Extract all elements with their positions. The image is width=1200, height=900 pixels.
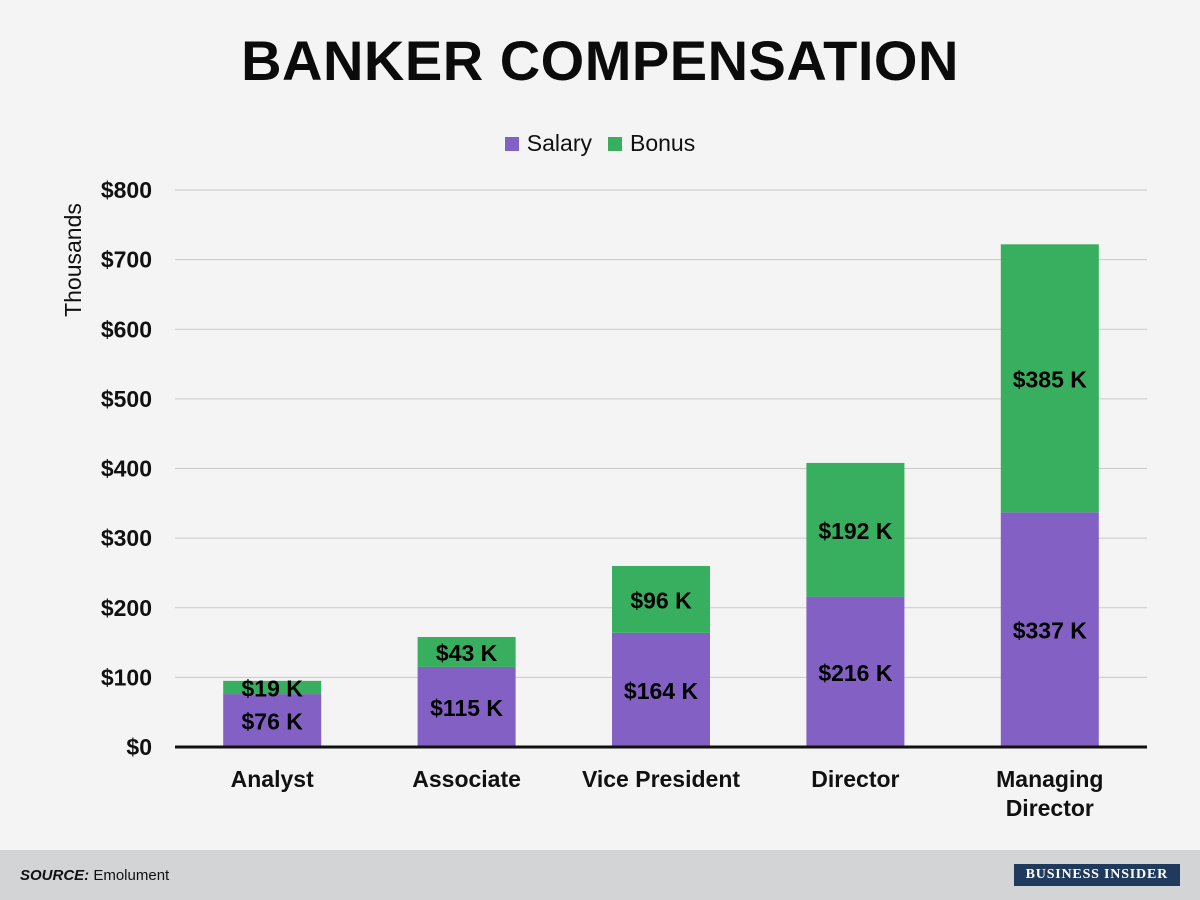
bar-bonus [806, 462, 905, 597]
data-label-bonus: $19 K [242, 675, 304, 701]
legend: Salary Bonus [0, 130, 1200, 157]
y-tick-label: $600 [101, 316, 152, 342]
legend-label-bonus: Bonus [629, 130, 696, 156]
data-label-salary: $216 K [818, 660, 893, 686]
bar-bonus [612, 565, 710, 633]
x-tick-label: Director [811, 766, 899, 792]
y-tick-label: $700 [101, 247, 152, 273]
data-label-salary: $115 K [430, 695, 503, 721]
data-label-bonus: $96 K [630, 587, 692, 613]
x-tick-label: Director [1006, 795, 1094, 821]
footer: SOURCE: Emolument BUSINESS INSIDER [0, 850, 1200, 900]
bar-bonus [417, 636, 516, 667]
data-label-salary: $164 K [624, 678, 699, 704]
bar-salary [612, 632, 710, 747]
source-credit: SOURCE: Emolument [20, 867, 169, 884]
bar-bonus [223, 680, 322, 695]
y-tick-label: $500 [101, 386, 152, 412]
data-label-bonus: $385 K [1013, 366, 1088, 392]
y-axis-label: Thousands [60, 203, 86, 317]
x-tick-label: Associate [412, 766, 521, 792]
legend-item-bonus: Bonus [607, 130, 696, 157]
data-label-bonus: $43 K [436, 640, 498, 666]
bar-salary [417, 666, 516, 747]
y-tick-label: $0 [126, 734, 152, 760]
y-tick-label: $100 [101, 664, 152, 690]
data-label-bonus: $192 K [818, 518, 893, 544]
bar-salary [223, 694, 322, 747]
y-tick-label: $800 [101, 177, 152, 203]
bar-bonus [1000, 244, 1099, 513]
bar-salary [806, 596, 905, 747]
x-tick-label: Vice President [582, 766, 740, 792]
legend-item-salary: Salary [504, 130, 592, 157]
y-tick-label: $400 [101, 456, 152, 482]
legend-swatch-salary [504, 136, 519, 151]
data-label-salary: $76 K [242, 709, 304, 735]
x-tick-label: Analyst [231, 766, 314, 792]
data-label-salary: $337 K [1013, 618, 1088, 644]
source-label: SOURCE: [20, 867, 90, 884]
legend-label-salary: Salary [526, 130, 592, 156]
brand-logo: BUSINESS INSIDER [1013, 864, 1180, 886]
bar-salary [1000, 512, 1099, 747]
legend-swatch-bonus [607, 136, 622, 151]
y-tick-label: $200 [101, 595, 152, 621]
y-tick-label: $300 [101, 525, 152, 551]
chart-title: BANKER COMPENSATION [241, 29, 959, 92]
x-tick-label: Managing [996, 766, 1103, 792]
chart-plot: $0 $100 $200 $300 $400 $500 $600 $700 $800 Thousa… [60, 177, 1147, 821]
source-value: Emolument [93, 867, 170, 884]
